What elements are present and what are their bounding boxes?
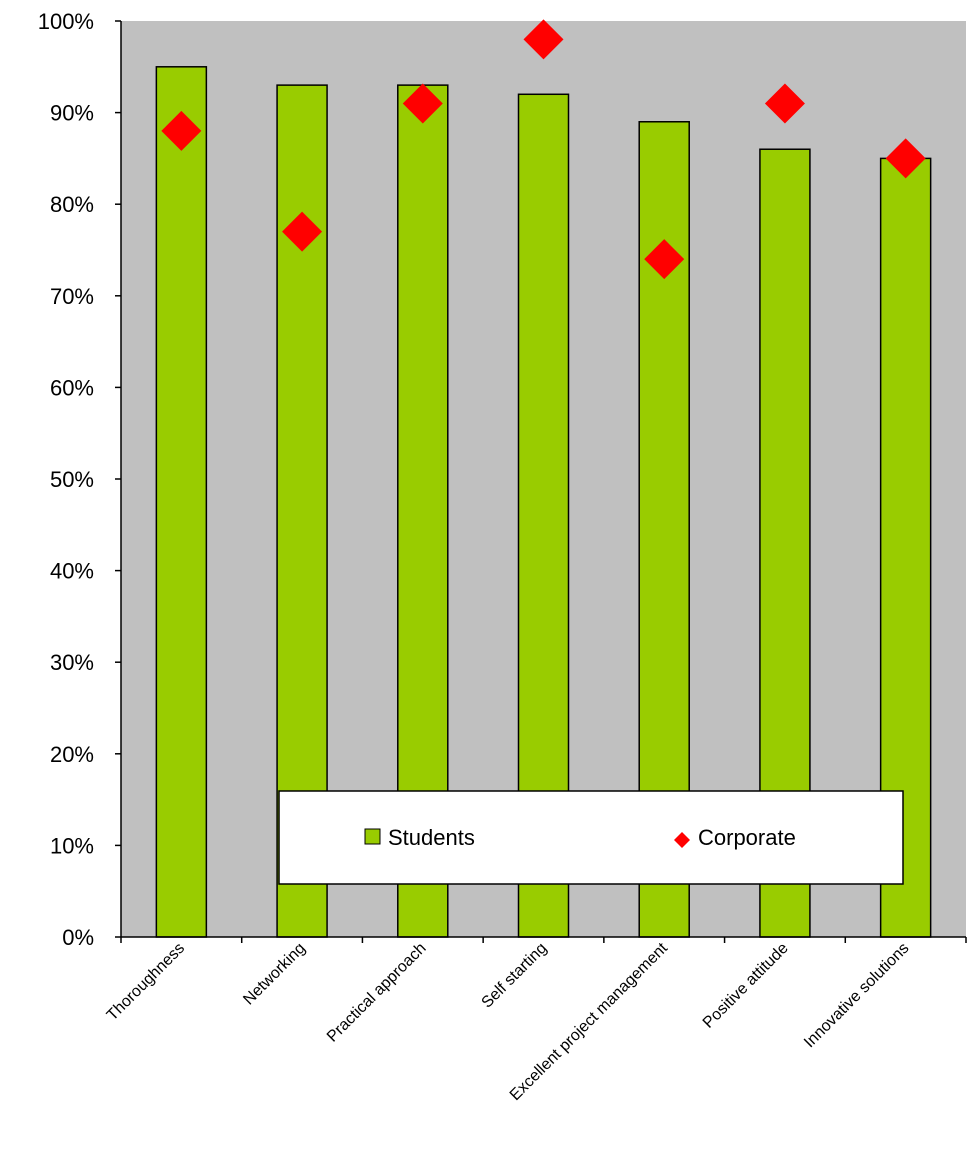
y-tick-label: 50% xyxy=(50,467,94,492)
markers-layer xyxy=(161,19,926,280)
y-tick-label: 80% xyxy=(50,192,94,217)
x-axis-labels: Thoroughness Networking Practical approach… xyxy=(104,939,913,1104)
marker-corporate xyxy=(523,19,564,60)
y-tick-label: 10% xyxy=(50,833,94,858)
x-category-label: Practical approach xyxy=(324,940,430,1046)
y-tick-label: 30% xyxy=(50,650,94,675)
y-tick-label: 40% xyxy=(50,559,94,584)
bar-students xyxy=(155,66,208,938)
marker-corporate xyxy=(764,83,805,124)
marker-corporate xyxy=(282,211,323,252)
legend-students-swatch xyxy=(364,828,381,845)
legend: Students Corporate xyxy=(278,790,904,885)
x-category-label: Innovative solutions xyxy=(801,940,912,1051)
y-tick-label: 100% xyxy=(38,9,94,34)
x-category-label: Positive attitude xyxy=(700,940,792,1032)
marker-corporate xyxy=(885,138,926,179)
x-category-label: Networking xyxy=(240,940,309,1009)
y-tick-label: 0% xyxy=(62,925,94,950)
x-category-label: Thoroughness xyxy=(104,940,188,1024)
y-axis-ticks: 0% 10% 20% 30% 40% 50% 60% 70% 80% 90% 100% xyxy=(38,9,967,950)
y-tick-label: 70% xyxy=(50,284,94,309)
marker-corporate xyxy=(644,239,685,280)
legend-students-label: Students xyxy=(388,825,475,850)
x-category-label: Self starting xyxy=(479,940,551,1012)
legend-corporate-label: Corporate xyxy=(698,825,796,850)
marker-corporate xyxy=(161,110,202,151)
legend-corporate-marker xyxy=(674,832,690,848)
marker-corporate xyxy=(402,83,443,124)
y-tick-label: 60% xyxy=(50,375,94,400)
y-tick-label: 90% xyxy=(50,101,94,126)
y-tick-label: 20% xyxy=(50,742,94,767)
legend-box xyxy=(278,790,904,885)
